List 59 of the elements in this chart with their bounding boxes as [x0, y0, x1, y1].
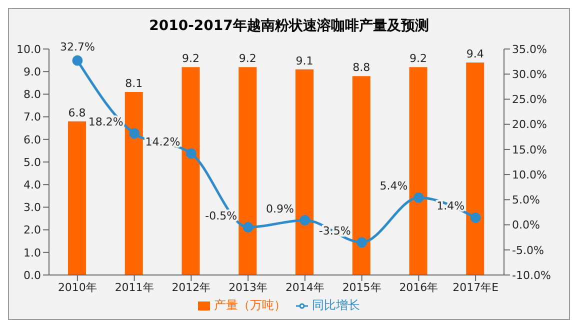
data-label: 0.9% [266, 202, 294, 216]
x-tick-label: 2013年 [228, 280, 268, 294]
y2-tick-label: 0.0% [512, 218, 540, 232]
bar [68, 121, 86, 275]
y2-tick-label: 25.0% [512, 93, 547, 106]
y-tick-label: 5.0 [24, 156, 41, 169]
y-tick-label: 8.0 [24, 88, 41, 102]
y-tick-label: 4.0 [24, 178, 41, 192]
y-tick-label: 9.0 [24, 66, 41, 79]
point [470, 212, 481, 223]
y-tick-label: 0.0 [24, 268, 41, 282]
point [129, 128, 140, 139]
data-label: 9.1 [296, 54, 314, 68]
x-tick-label: 2012年 [172, 280, 211, 294]
data-label: 32.7% [60, 40, 95, 54]
y2-tick-label: 15.0% [512, 143, 547, 156]
data-label: 8.1 [125, 76, 143, 90]
y-tick-label: 2.0 [24, 224, 41, 237]
data-label: 9.2 [182, 52, 200, 66]
y2-tick-label: 35.0% [512, 42, 547, 56]
bar [409, 67, 428, 275]
bar [466, 62, 484, 275]
data-label: 9.2 [410, 52, 427, 66]
x-tick-label: 2016年 [399, 280, 438, 294]
y-tick-label: 10.0 [16, 42, 41, 56]
data-label: 9.2 [238, 52, 256, 66]
data-label: 9.4 [466, 48, 484, 61]
bar [352, 76, 370, 275]
y-tick-label: 3.0 [24, 201, 41, 214]
chart-title: 2010-2017年越南粉状速溶咖啡产量及预测 [148, 16, 430, 36]
point [413, 192, 424, 203]
point [356, 237, 368, 248]
y2-tick-label: 30.0% [512, 68, 547, 82]
y-tick-label: 7.0 [24, 110, 41, 124]
y2-tick-label: -10.0% [512, 268, 551, 282]
y2-tick-label: -5.0% [512, 244, 544, 257]
bar [238, 67, 257, 275]
y-tick-label: 1.0 [24, 246, 41, 260]
y2-tick-label: 20.0% [512, 118, 547, 132]
bar [124, 92, 143, 275]
x-tick-label: 2010年 [58, 280, 97, 294]
data-label: 6.8 [68, 106, 86, 120]
point [242, 222, 254, 233]
legend-label: 产量（万吨） [214, 298, 286, 312]
x-tick-label: 2015年 [342, 280, 382, 294]
point [300, 215, 310, 226]
x-tick-label: 2011年 [114, 280, 154, 294]
y2-tick-label: 10.0% [512, 168, 547, 182]
point [72, 55, 83, 66]
data-label: 8.8 [352, 61, 370, 74]
bar [182, 67, 200, 275]
x-tick-label: 2014年 [285, 280, 324, 294]
y2-tick-label: 5.0% [512, 194, 540, 207]
y-tick-label: 6.0 [24, 133, 41, 146]
x-tick-label: 2017年E [452, 280, 499, 294]
bar [296, 69, 314, 275]
data-label: 5.4% [380, 180, 408, 193]
legend-label: 同比增长 [312, 298, 360, 312]
point [186, 148, 196, 159]
